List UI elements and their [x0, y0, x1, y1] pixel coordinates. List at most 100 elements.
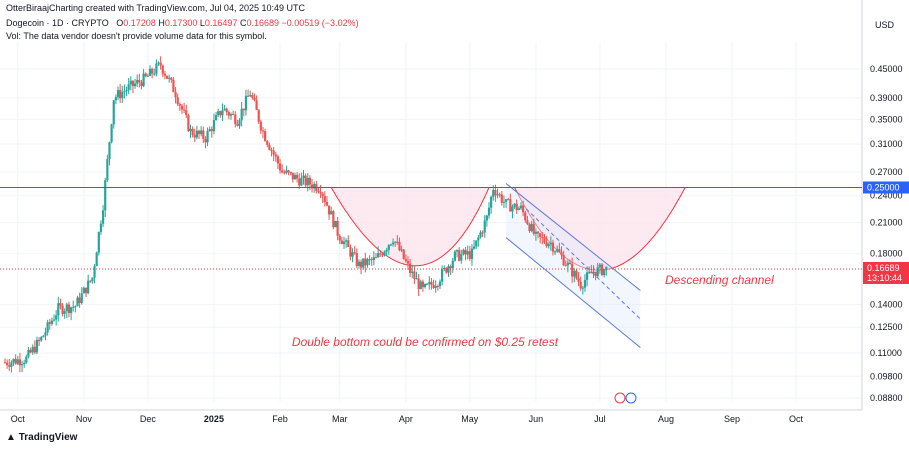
candle-body: [129, 80, 132, 85]
candle-body: [50, 320, 54, 324]
x-tick-label: Mar: [332, 414, 348, 424]
candle-body: [317, 190, 320, 192]
candle-body: [234, 114, 237, 125]
candle-body: [541, 236, 544, 238]
candle-body: [340, 240, 343, 245]
candle-body: [289, 172, 292, 174]
candle-body: [99, 223, 103, 233]
high-label: H: [158, 18, 165, 28]
candle-body: [25, 356, 28, 363]
candle-body: [383, 251, 386, 256]
candle-body: [338, 235, 341, 241]
candle-body: [285, 170, 288, 173]
candle-body: [409, 263, 412, 274]
candle-body: [84, 287, 88, 294]
candle-body: [206, 131, 209, 143]
candle-body: [112, 100, 115, 125]
volume-note: Vol: The data vendor doesn't provide vol…: [6, 31, 267, 41]
candle-body: [334, 220, 337, 228]
candle-body: [509, 199, 512, 212]
candle-body: [163, 73, 167, 76]
candle-body: [479, 232, 482, 238]
candle-body: [536, 231, 540, 234]
candle-body: [14, 358, 17, 364]
candle-body: [372, 257, 375, 261]
candle-body: [189, 128, 192, 132]
candle-body: [69, 307, 73, 313]
candle-body: [176, 97, 179, 105]
candle-body: [272, 150, 275, 155]
candle-body: [27, 349, 30, 357]
candle-body: [560, 252, 563, 256]
candle-body: [214, 115, 218, 121]
candle-body: [483, 220, 486, 233]
candle-body: [575, 270, 578, 279]
candle-body: [296, 174, 299, 179]
candle-body: [530, 223, 533, 232]
candle-body: [519, 205, 523, 209]
annotation-descending-channel: Descending channel: [665, 273, 774, 287]
y-tick-label: 0.08800: [870, 393, 903, 403]
high-value: 0.17300: [164, 18, 198, 28]
candle-body: [543, 237, 546, 243]
candle-body: [402, 249, 405, 259]
candle-body: [242, 108, 245, 111]
candle-body: [200, 130, 203, 135]
candle-body: [29, 349, 32, 353]
candle-body: [178, 104, 181, 106]
candle-body: [10, 362, 13, 367]
double-bottom-shape-left: [330, 187, 490, 267]
candle-body: [104, 180, 107, 211]
candle-body: [42, 335, 45, 338]
y-tick-label: 0.31000: [870, 139, 903, 149]
candle-body: [172, 79, 175, 93]
candle-body: [528, 224, 531, 232]
candle-body: [293, 174, 297, 180]
candle-body: [581, 287, 584, 289]
candle-body: [276, 156, 280, 164]
candle-body: [451, 260, 454, 269]
candle-body: [432, 284, 435, 288]
candle-body: [144, 73, 147, 77]
candle-body: [458, 250, 461, 261]
x-tick-label: 2025: [204, 414, 224, 424]
candle-body: [419, 281, 422, 290]
candle-body: [136, 79, 139, 84]
candle-body: [592, 271, 595, 274]
candle-body: [227, 112, 230, 116]
candle-body: [110, 124, 113, 143]
candle-body: [89, 280, 92, 282]
candle-body: [400, 249, 403, 251]
symbol-ohlc-legend: Dogecoin · 1D · CRYPTO O0.17208 H0.17300…: [6, 18, 359, 28]
candle-body: [208, 129, 211, 132]
candle-body: [44, 332, 47, 336]
candle-body: [342, 241, 346, 245]
candle-body: [430, 281, 433, 285]
candle-body: [61, 305, 64, 314]
resistance-level-label: 0.25000: [867, 183, 900, 193]
candle-body: [95, 252, 98, 267]
candle-body: [327, 205, 331, 215]
candle-body: [481, 232, 484, 234]
candle-body: [498, 194, 501, 196]
candle-body: [65, 304, 68, 312]
candle-body: [210, 129, 213, 132]
candle-body: [40, 337, 43, 341]
tradingview-logo[interactable]: ▲ TradingView: [6, 432, 77, 443]
candle-body: [78, 297, 81, 303]
candle-body: [534, 231, 538, 234]
candle-body: [165, 75, 169, 79]
candle-body: [404, 258, 407, 262]
candle-body: [123, 91, 126, 93]
candle-body: [417, 278, 420, 290]
candle-body: [336, 220, 339, 236]
candle-body: [330, 211, 333, 215]
last-price-countdown: 13:10:44: [867, 273, 902, 283]
y-tick-label: 0.24000: [870, 191, 903, 201]
candle-body: [8, 365, 11, 367]
x-tick-label: Feb: [272, 414, 288, 424]
y-tick-label: 0.35000: [870, 115, 903, 125]
candle-body: [440, 269, 444, 282]
candle-body: [168, 77, 171, 79]
